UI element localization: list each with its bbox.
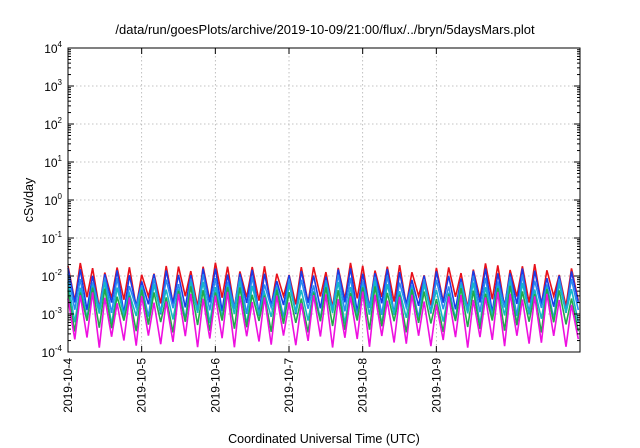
y-tick-label: 10-2 bbox=[42, 268, 63, 284]
x-tick-label: 2019-10-7 bbox=[282, 358, 296, 413]
x-axis: 2019-10-4 2019-10-5 2019-10-6 2019-10-7 2019… bbox=[61, 48, 443, 413]
y-axis: 10-4 10-3 10-2 10-1 100 101 102 103 104 bbox=[42, 40, 580, 360]
y-tick-label: 102 bbox=[44, 116, 62, 132]
series-line-6 bbox=[67, 291, 580, 348]
y-tick-label: 104 bbox=[44, 40, 62, 56]
y-axis-label: cSv/day bbox=[22, 177, 36, 222]
x-tick-label: 2019-10-6 bbox=[208, 358, 222, 413]
x-tick-label: 2019-10-5 bbox=[135, 358, 149, 413]
chart-title: /data/run/goesPlots/archive/2019-10-09/2… bbox=[115, 22, 535, 37]
y-tick-label: 101 bbox=[44, 154, 62, 170]
y-tick-label: 10-1 bbox=[42, 230, 63, 246]
x-tick-label: 2019-10-4 bbox=[61, 358, 75, 413]
series-layer bbox=[67, 262, 580, 348]
y-tick-label: 10-3 bbox=[42, 306, 63, 322]
x-tick-label: 2019-10-8 bbox=[356, 358, 370, 413]
y-tick-label: 100 bbox=[44, 192, 62, 208]
series-line-5 bbox=[67, 285, 580, 333]
y-tick-label: 103 bbox=[44, 78, 62, 94]
x-axis-label: Coordinated Universal Time (UTC) bbox=[228, 432, 420, 446]
x-tick-label: 2019-10-9 bbox=[429, 358, 443, 413]
y-tick-label: 10-4 bbox=[42, 344, 63, 360]
